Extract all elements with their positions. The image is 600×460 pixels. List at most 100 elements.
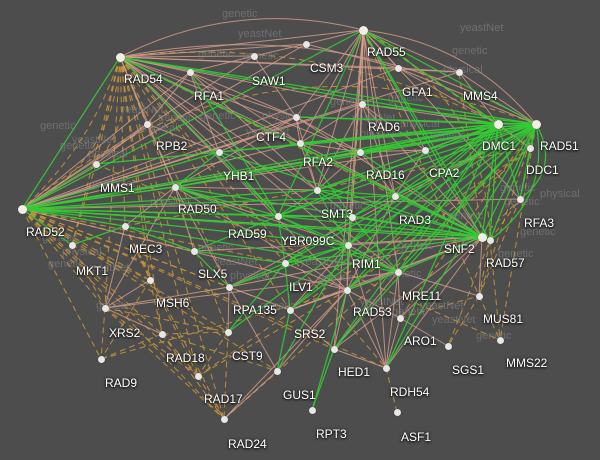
graph-edge-genetic[interactable] xyxy=(478,198,521,297)
graph-edge-physical[interactable] xyxy=(359,103,363,153)
graph-edge-physical[interactable] xyxy=(218,116,297,153)
graph-edge-yeastnet[interactable] xyxy=(218,123,499,153)
graph-edge-yeastnet[interactable] xyxy=(277,189,318,217)
graph-edge-genetic[interactable] xyxy=(21,208,163,335)
graph-edge-physical[interactable] xyxy=(346,289,401,319)
graph-edge-physical[interactable] xyxy=(189,71,297,118)
graph-edge-yeastnet[interactable] xyxy=(227,262,286,333)
graph-edge-genetic[interactable] xyxy=(71,244,106,309)
graph-edge-physical[interactable] xyxy=(362,29,426,151)
graph-edge-yeastnet[interactable] xyxy=(228,262,286,288)
graph-node-ybr099c[interactable] xyxy=(348,213,356,221)
graph-node-ctf4[interactable] xyxy=(292,113,300,121)
graph-edge-yeastnet[interactable] xyxy=(174,151,220,188)
graph-edge-yeastnet[interactable] xyxy=(299,142,353,218)
graph-edge-yeastnet[interactable] xyxy=(385,123,499,369)
graph-edge-physical[interactable] xyxy=(385,236,483,369)
graph-edge-genetic[interactable] xyxy=(362,29,480,297)
graph-edge-yeastnet[interactable] xyxy=(193,250,230,288)
graph-edge-physical[interactable] xyxy=(284,262,348,291)
graph-edge-physical[interactable] xyxy=(104,225,126,309)
graph-edge-physical[interactable] xyxy=(362,29,537,125)
graph-edge-physical[interactable] xyxy=(346,289,387,369)
graph-edge-physical[interactable] xyxy=(21,142,301,210)
graph-node-srs2[interactable] xyxy=(286,306,294,314)
graph-edge-genetic[interactable] xyxy=(71,56,121,246)
graph-edge-genetic[interactable] xyxy=(478,239,491,297)
graph-edge-physical[interactable] xyxy=(316,151,361,191)
graph-edge-physical[interactable] xyxy=(253,43,307,57)
graph-edge-yeastnet[interactable] xyxy=(218,151,483,238)
graph-edge-genetic[interactable] xyxy=(21,208,225,420)
graph-edge-physical[interactable] xyxy=(146,71,191,125)
graph-edge-yeastnet[interactable] xyxy=(351,123,537,218)
graph-node-csm3[interactable] xyxy=(302,40,310,48)
graph-edge-yeastnet[interactable] xyxy=(193,250,286,264)
graph-edge-yeastnet[interactable] xyxy=(394,195,483,238)
graph-edge-physical[interactable] xyxy=(104,186,176,309)
graph-edge-yeastnet[interactable] xyxy=(347,216,353,246)
graph-edge-yeastnet[interactable] xyxy=(71,225,126,246)
graph-node-gus1[interactable] xyxy=(273,367,281,375)
graph-edge-yeastnet[interactable] xyxy=(228,244,349,288)
graph-node-hed1[interactable] xyxy=(330,345,338,353)
graph-edge-yeastnet[interactable] xyxy=(277,215,286,264)
graph-node-rad24[interactable] xyxy=(220,415,228,423)
graph-edge-yeastnet[interactable] xyxy=(359,123,537,153)
graph-edge-yeastnet[interactable] xyxy=(276,244,349,372)
graph-edge-yeastnet[interactable] xyxy=(351,216,483,238)
graph-edge-genetic[interactable] xyxy=(399,123,537,319)
graph-edge-physical[interactable] xyxy=(189,71,301,144)
graph-node-msh6[interactable] xyxy=(146,276,154,284)
graph-edge-physical[interactable] xyxy=(333,236,483,350)
graph-edge-yeastnet[interactable] xyxy=(21,208,399,273)
graph-edge-genetic[interactable] xyxy=(161,331,229,335)
graph-edge-genetic[interactable] xyxy=(124,225,225,420)
graph-edge-genetic[interactable] xyxy=(385,367,398,413)
graph-edge-physical[interactable] xyxy=(289,309,335,350)
graph-edge-physical[interactable] xyxy=(104,279,151,309)
graph-edge-genetic[interactable] xyxy=(104,56,121,309)
graph-edge-genetic[interactable] xyxy=(197,331,229,377)
graph-edge-physical[interactable] xyxy=(104,271,399,309)
graph-edge-yeastnet[interactable] xyxy=(218,123,537,153)
graph-edge-physical[interactable] xyxy=(146,123,220,153)
graph-edge-physical[interactable] xyxy=(21,116,297,210)
graph-edge-genetic[interactable] xyxy=(71,244,151,281)
graph-edge-yeastnet[interactable] xyxy=(362,29,537,125)
graph-edge-physical[interactable] xyxy=(119,44,537,125)
graph-edge-yeastnet[interactable] xyxy=(347,195,396,246)
graph-node-rad53[interactable] xyxy=(343,286,351,294)
graph-node-asf1[interactable] xyxy=(393,408,401,416)
graph-edge-physical[interactable] xyxy=(119,43,307,58)
graph-edge-genetic[interactable] xyxy=(447,295,480,347)
graph-edge-yeastnet[interactable] xyxy=(276,309,291,372)
graph-node-rad3[interactable] xyxy=(391,192,399,200)
graph-edge-physical[interactable] xyxy=(333,289,348,350)
graph-edge-yeastnet[interactable] xyxy=(174,186,399,273)
graph-edge-physical[interactable] xyxy=(21,43,307,210)
graph-edge-yeastnet[interactable] xyxy=(359,151,483,238)
graph-edge-physical[interactable] xyxy=(333,348,387,369)
graph-node-rfa3[interactable] xyxy=(516,195,524,203)
graph-edge-yeastnet[interactable] xyxy=(481,123,499,238)
graph-node-mkt1[interactable] xyxy=(68,241,76,249)
graph-edge-physical[interactable] xyxy=(385,271,399,369)
graph-edge-genetic[interactable] xyxy=(119,51,499,125)
graph-edge-physical[interactable] xyxy=(95,123,148,165)
graph-edge-yeastnet[interactable] xyxy=(277,215,349,246)
graph-node-ddc1[interactable] xyxy=(526,144,534,152)
graph-edge-physical[interactable] xyxy=(104,286,230,309)
graph-node-cpa2[interactable] xyxy=(421,146,429,154)
graph-edge-yeastnet[interactable] xyxy=(21,186,176,210)
graph-node-smt3[interactable] xyxy=(313,186,321,194)
graph-edge-physical[interactable] xyxy=(228,286,278,372)
graph-edge-genetic[interactable] xyxy=(21,208,106,309)
graph-edge-physical[interactable] xyxy=(228,236,483,288)
graph-edge-physical[interactable] xyxy=(146,123,176,188)
graph-edge-genetic[interactable] xyxy=(100,307,106,360)
graph-edge-genetic[interactable] xyxy=(223,331,229,420)
graph-edge-yeastnet[interactable] xyxy=(347,123,499,246)
graph-edge-genetic[interactable] xyxy=(119,56,291,311)
graph-edge-yeastnet[interactable] xyxy=(362,29,491,241)
